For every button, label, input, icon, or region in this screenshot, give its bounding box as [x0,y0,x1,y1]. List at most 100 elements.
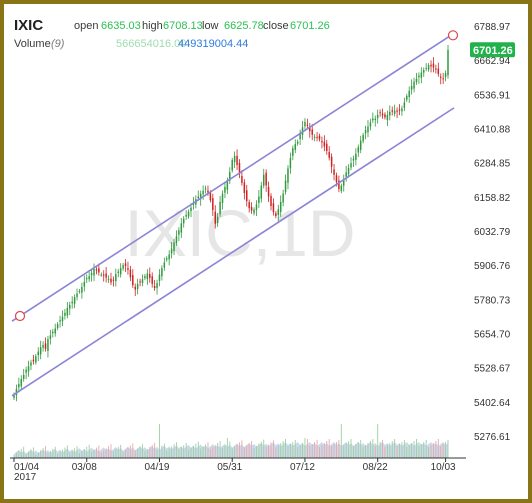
candle-body [287,168,289,183]
candle-body [71,301,73,304]
candle-body [132,275,134,286]
candle-body [406,95,408,100]
candle-body [299,133,301,140]
candle-body [289,158,292,169]
year-label: 2017 [14,472,37,483]
candle-body [221,193,224,204]
candle-body [27,366,30,372]
candle-body [362,134,364,142]
candle-body [124,263,127,266]
watermark: IXIC,1D [124,196,355,270]
candle-body [335,175,338,183]
candle-body [367,126,369,133]
volume-ma-value: 449319004.44 [178,38,248,50]
candle-body [49,335,52,340]
candle-body [420,72,423,78]
candle-body [83,281,86,287]
candle-body [328,152,330,158]
low-value: 6625.78 [224,20,264,32]
candle-body [146,273,149,279]
candle-body [323,141,326,147]
channel-handle-end[interactable] [447,30,459,41]
candle-body [342,178,345,186]
candle-body [386,114,389,121]
candle-body [260,185,263,199]
candle-body [42,345,44,348]
open-label: open [74,20,98,32]
volume-ma-area [14,442,448,458]
candle-body [238,162,241,175]
parallel-channel[interactable] [11,30,459,397]
candle-body [372,118,374,121]
candle-body [204,188,207,190]
candle-body [340,185,343,192]
channel-lower-line[interactable] [11,107,455,397]
candle-body [117,271,120,273]
candle-body [391,110,393,112]
candle-body [275,213,277,217]
candle-body [437,68,440,74]
price-tick-label: 5528.67 [474,364,511,375]
candle-body [197,196,200,199]
candle-body [190,207,192,212]
symbol-title: IXIC [14,17,43,34]
candle-body [182,218,185,224]
candle-body [357,147,360,153]
candle-body [226,180,229,190]
candle-body [304,121,306,127]
candle-body [364,130,367,134]
candle-body [313,136,316,138]
candle-body [100,274,103,276]
channel-handle-start[interactable] [14,310,26,322]
candle-body [326,143,328,151]
time-tick-label: 04/19 [144,462,169,473]
candle-body [39,347,42,355]
candle-body [410,85,413,90]
candle-body [61,316,64,322]
candle-body [219,201,221,215]
candle-body [270,195,272,207]
candle-body [54,328,56,334]
price-tick-label: 5276.61 [474,432,511,443]
candle-body [355,153,357,160]
candle-body [418,75,420,78]
price-tick-label: 6158.82 [474,193,511,204]
candle-body [243,182,246,193]
candle-body [178,230,180,235]
time-tick-label: 07/12 [290,462,315,473]
high-value: 6708.13 [163,20,203,32]
candle-body [253,209,255,214]
candle-body [134,286,136,290]
time-tick-label: 03/08 [72,462,97,473]
candle-body [64,312,66,316]
low-label: low [202,20,219,32]
candle-body [110,278,112,283]
candle-body [381,113,384,116]
last-price-text: 6701.26 [473,45,513,57]
candle-body [102,274,105,276]
candle-body [374,118,377,121]
time-tick-label: 01/04 [14,462,39,473]
candle-body [248,202,250,209]
candle-body [168,254,170,260]
candle-body [199,193,202,200]
candle-body [352,158,355,161]
channel-upper-line[interactable] [11,32,455,322]
candle-body [30,362,32,366]
candle-body [250,207,253,211]
candle-body [306,124,309,126]
candle-body [389,111,391,116]
candle-body [13,394,15,398]
candle-body [393,110,396,114]
candle-body [69,304,71,309]
price-tick-label: 6410.88 [474,125,511,136]
candle-body [309,126,311,132]
candle-body [173,242,175,252]
candle-body [408,90,410,98]
candle-body [127,268,129,270]
candle-body [246,190,248,202]
candle-body [95,269,98,271]
candle-body [85,278,88,280]
price-tick-label: 6284.85 [474,159,511,170]
candle-body [439,76,442,78]
